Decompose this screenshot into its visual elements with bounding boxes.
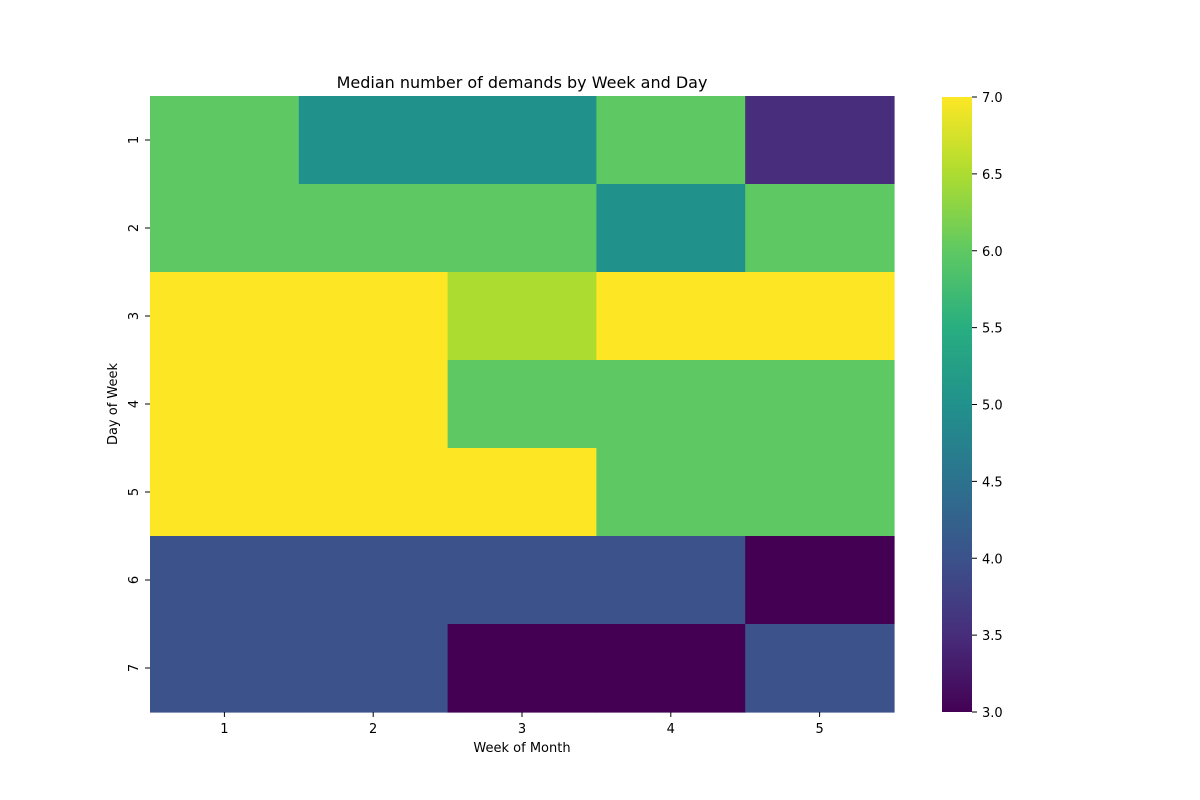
- colorbar-tick-label: 6.5: [982, 168, 1003, 183]
- heatmap-cell: [596, 448, 746, 537]
- heatmap-cell: [298, 184, 449, 273]
- chart-title: Median number of demands by Week and Day: [337, 73, 708, 92]
- heatmap-cell: [745, 624, 895, 713]
- colorbar-tick-label: 5.5: [982, 322, 1003, 337]
- heatmap-cell: [596, 184, 746, 273]
- colorbar-tick-label: 7.0: [982, 91, 1003, 106]
- heatmap-cell: [745, 360, 895, 449]
- heatmap-cell: [150, 624, 300, 713]
- heatmap-cell: [596, 360, 746, 449]
- x-tick-label: 5: [815, 722, 823, 737]
- heatmap-cell: [298, 96, 449, 185]
- y-tick-label: 3: [127, 312, 142, 320]
- heatmap-cell: [745, 536, 895, 625]
- heatmap-cell: [596, 272, 746, 361]
- heatmap-cell: [447, 360, 597, 449]
- heatmap-cell: [298, 448, 449, 537]
- colorbar: 3.0 3.5 4.0 4.5 5.0 5.5 6.0 6.5 7.0: [942, 91, 1003, 721]
- colorbar-tick-label: 3.5: [982, 629, 1003, 644]
- colorbar-gradient: [942, 97, 972, 712]
- heatmap-cell: [745, 184, 895, 273]
- heatmap-cell: [150, 448, 300, 537]
- colorbar-tick-label: 3.0: [982, 706, 1003, 721]
- colorbar-ticks: 3.0 3.5 4.0 4.5 5.0 5.5 6.0 6.5 7.0: [972, 91, 1003, 721]
- y-axis-ticks: 1 2 3 4 5 6 7: [127, 136, 150, 672]
- heatmap-cell: [596, 536, 746, 625]
- heatmap-cell: [150, 96, 300, 185]
- heatmap-cell: [447, 96, 597, 185]
- heatmap-cell: [298, 272, 449, 361]
- heatmap-cell: [150, 536, 300, 625]
- heatmap-cell: [596, 624, 746, 713]
- heatmap-cell: [596, 96, 746, 185]
- heatmap-cell: [298, 624, 449, 713]
- y-tick-label: 4: [127, 400, 142, 408]
- y-axis-label: Day of Week: [106, 362, 121, 445]
- heatmap-cell: [447, 272, 597, 361]
- x-axis-ticks: 1 2 3 4 5: [220, 712, 824, 737]
- heatmap-cell: [150, 184, 300, 273]
- heatmap-cell: [150, 360, 300, 449]
- y-tick-label: 5: [127, 488, 142, 496]
- colorbar-tick-label: 4.0: [982, 552, 1003, 567]
- heatmap-cells: [150, 96, 895, 713]
- colorbar-tick-label: 4.5: [982, 475, 1003, 490]
- colorbar-tick-label: 5.0: [982, 399, 1003, 414]
- heatmap-cell: [298, 360, 449, 449]
- heatmap-cell: [447, 448, 597, 537]
- x-axis-label: Week of Month: [473, 741, 570, 756]
- heatmap-cell: [447, 624, 597, 713]
- x-tick-label: 2: [369, 722, 377, 737]
- heatmap-cell: [298, 536, 449, 625]
- y-tick-label: 6: [127, 576, 142, 584]
- heatmap-cell: [447, 536, 597, 625]
- colorbar-tick-label: 6.0: [982, 245, 1003, 260]
- y-tick-label: 2: [127, 224, 142, 232]
- x-tick-label: 4: [667, 722, 675, 737]
- x-tick-label: 1: [220, 722, 228, 737]
- heatmap-cell: [745, 272, 895, 361]
- heatmap-cell: [447, 184, 597, 273]
- y-tick-label: 7: [127, 664, 142, 672]
- heatmap-cell: [745, 448, 895, 537]
- heatmap-cell: [745, 96, 895, 185]
- x-tick-label: 3: [518, 722, 526, 737]
- y-tick-label: 1: [127, 136, 142, 144]
- heatmap-cell: [150, 272, 300, 361]
